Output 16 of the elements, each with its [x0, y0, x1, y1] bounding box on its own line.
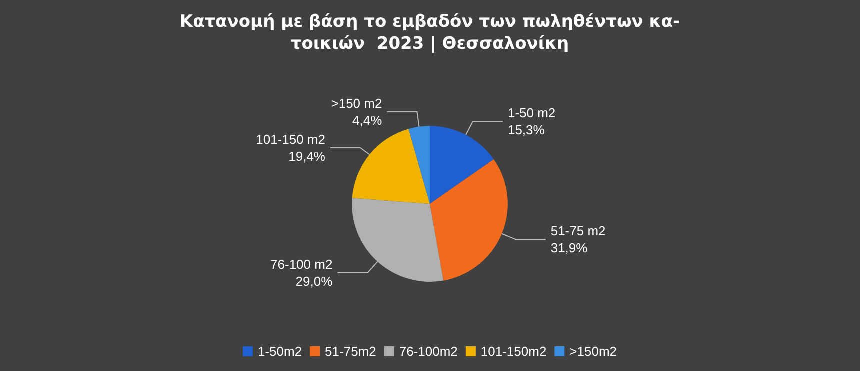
text: 51-75 m2: [550, 224, 606, 239]
text: 76-100 m2: [270, 256, 333, 272]
text: 1-50 m2: [508, 106, 556, 121]
data-label: 19,4%: [288, 149, 326, 164]
data-label: 4,4%: [352, 113, 383, 128]
legend-label: 101-150m2: [480, 344, 547, 359]
data-label: 31,9%: [550, 240, 588, 256]
legend-label: >150m2: [570, 344, 618, 359]
chart-title: Κατανομή με βάση το εμβαδόν των πωληθέντων κα- τοικιών 2023 | Θεσσαλονίκη: [180, 12, 680, 54]
text: >150 m2: [331, 96, 382, 112]
data-label: 15,3%: [508, 122, 546, 138]
legend-label: 76-100m2: [399, 344, 458, 359]
legend-label: 51-75m2: [325, 344, 376, 359]
legend-label: 1-50m2: [258, 344, 302, 359]
data-label: 29,0%: [296, 274, 334, 289]
text: 101-150 m2: [256, 132, 326, 148]
